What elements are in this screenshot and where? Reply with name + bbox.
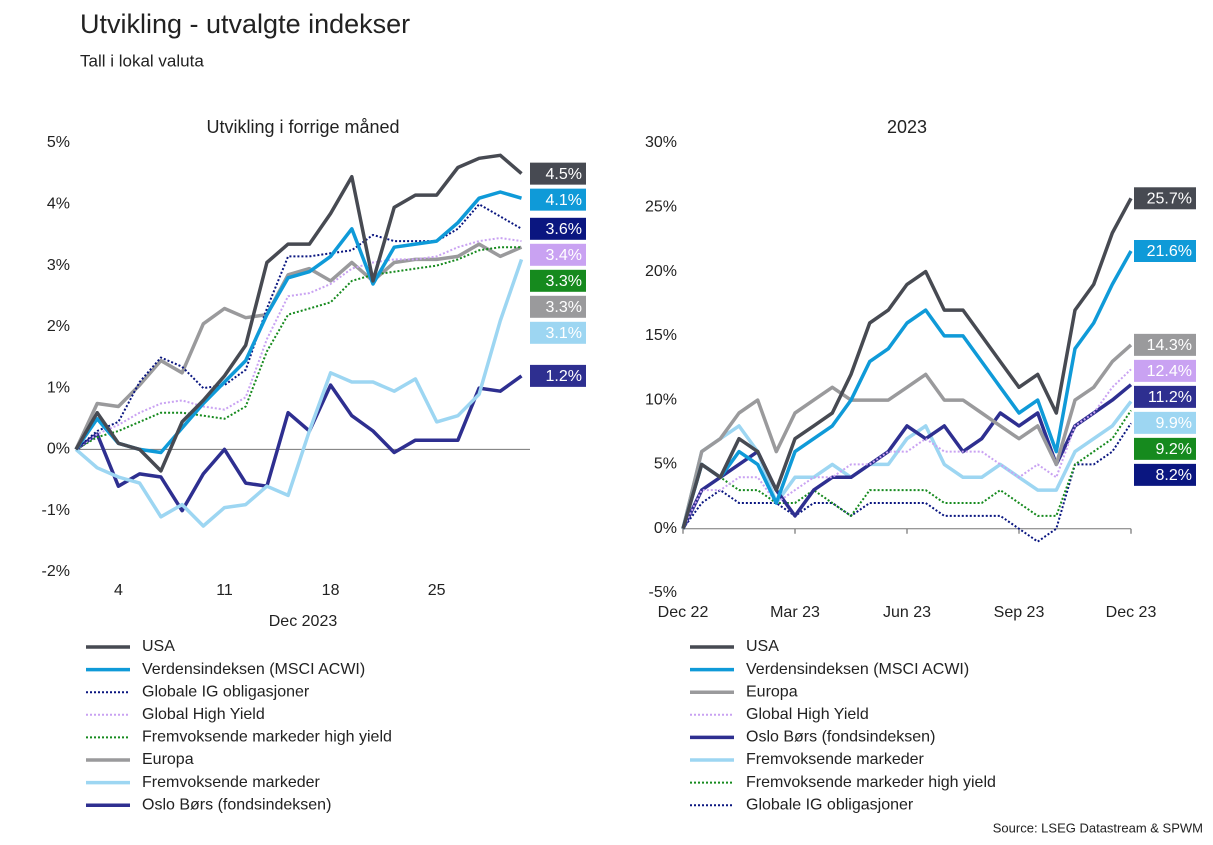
end-label-box [1134, 240, 1196, 262]
end-label: 9.9% [1156, 415, 1192, 432]
legend-label: USA [142, 638, 175, 655]
legend-label: Verdensindeksen (MSCI ACWI) [142, 661, 365, 678]
legend-label: Fremvoksende markeder high yield [746, 774, 996, 791]
y-tick-label: 4% [47, 196, 70, 213]
legend-label: USA [746, 638, 779, 655]
series-line [681, 343, 1133, 530]
x-tick-label: 11 [216, 582, 233, 599]
series-line [75, 237, 522, 451]
end-label: 14.3% [1147, 337, 1192, 354]
y-tick-label: 0% [654, 520, 677, 537]
y-tick-label: 1% [47, 379, 70, 396]
end-label: 3.3% [546, 299, 582, 316]
page-subtitle: Tall i lokal valuta [80, 51, 204, 70]
chart-title: Utvikling i forrige måned [206, 117, 399, 137]
end-label: 3.1% [546, 325, 582, 342]
x-tick-label: 4 [114, 582, 123, 599]
legend-label: Europa [746, 683, 798, 700]
end-label-box [1134, 385, 1196, 408]
x-tick-label: Dec 23 [1106, 604, 1157, 621]
series-line [682, 409, 1132, 530]
series-line [74, 258, 524, 528]
source: Source: LSEG Datastream & SPWM [993, 820, 1203, 835]
end-label: 4.5% [546, 166, 582, 183]
series-line [74, 242, 523, 451]
end-label: 3.4% [546, 247, 582, 264]
end-label-box [530, 269, 586, 292]
y-tick-label: 5% [654, 456, 677, 473]
series-line [681, 400, 1133, 530]
end-label: 4.1% [546, 192, 582, 209]
end-label-box [1134, 463, 1196, 486]
y-tick-label: 15% [645, 327, 677, 344]
legend-label: Oslo Børs (fondsindeksen) [142, 796, 331, 813]
legend-label: Fremvoksende markeder [746, 751, 925, 768]
end-label-box [1134, 411, 1196, 434]
series-line [682, 368, 1132, 530]
end-label-box [1134, 437, 1196, 460]
series-line [74, 153, 523, 473]
page-title: Utvikling - utvalgte indekser [80, 9, 410, 39]
end-label: 1.2% [546, 368, 582, 385]
y-tick-label: -1% [42, 502, 70, 519]
series-line [75, 203, 523, 451]
x-tick-label: Mar 23 [770, 604, 820, 621]
end-label: 11.2% [1148, 389, 1192, 406]
y-tick-label: 10% [645, 391, 677, 408]
legend-label: Globale IG obligasjoner [142, 683, 310, 700]
end-label: 9.2% [1156, 441, 1192, 458]
end-label-box [530, 162, 586, 185]
end-label-box [530, 188, 586, 211]
series-line [681, 250, 1133, 530]
series-line [75, 246, 522, 451]
legend-label: Global High Yield [142, 706, 265, 723]
legend-label: Oslo Børs (fondsindeksen) [746, 729, 935, 746]
legend-label: Globale IG obligasjoner [746, 796, 914, 813]
end-label-box [1134, 333, 1196, 356]
end-label: 3.3% [546, 273, 582, 290]
x-tick-label: Sep 23 [994, 604, 1045, 621]
end-label: 12.4% [1147, 363, 1192, 380]
end-label-box [1134, 187, 1196, 210]
legend-label: Verdensindeksen (MSCI ACWI) [746, 661, 969, 678]
x-axis-label: Dec 2023 [269, 613, 338, 630]
y-tick-label: 3% [47, 257, 70, 274]
end-label: 21.6% [1147, 243, 1192, 260]
legend-label: Fremvoksende markeder high yield [142, 729, 392, 746]
x-tick-label: 25 [428, 582, 446, 599]
x-tick-label: Jun 23 [883, 604, 931, 621]
y-tick-label: 30% [645, 134, 677, 151]
end-label-box [1134, 359, 1196, 382]
series-line [74, 374, 523, 513]
y-tick-label: 5% [47, 134, 70, 151]
y-tick-label: 20% [645, 263, 677, 280]
end-label: 3.6% [546, 221, 582, 238]
end-label: 25.7% [1147, 191, 1192, 208]
x-tick-label: 18 [322, 582, 340, 599]
series-line [74, 190, 522, 455]
legend-label: Fremvoksende markeder [142, 774, 321, 791]
series-line [681, 197, 1133, 530]
end-label: 8.2% [1156, 467, 1192, 484]
chart-title: 2023 [887, 117, 927, 137]
legend-label: Europa [142, 751, 194, 768]
y-tick-label: 25% [645, 199, 677, 216]
y-tick-label: -2% [42, 563, 70, 580]
series-line [682, 422, 1132, 543]
y-tick-label: -5% [649, 584, 677, 601]
end-label-box [530, 364, 586, 387]
end-label-box [530, 243, 586, 266]
end-label-box [530, 217, 586, 240]
x-tick-label: Dec 22 [658, 604, 709, 621]
end-label-box [530, 321, 586, 344]
y-tick-label: 2% [47, 318, 70, 335]
y-tick-label: 0% [47, 441, 70, 458]
legend-label: Global High Yield [746, 706, 869, 723]
end-label-box [530, 295, 586, 318]
